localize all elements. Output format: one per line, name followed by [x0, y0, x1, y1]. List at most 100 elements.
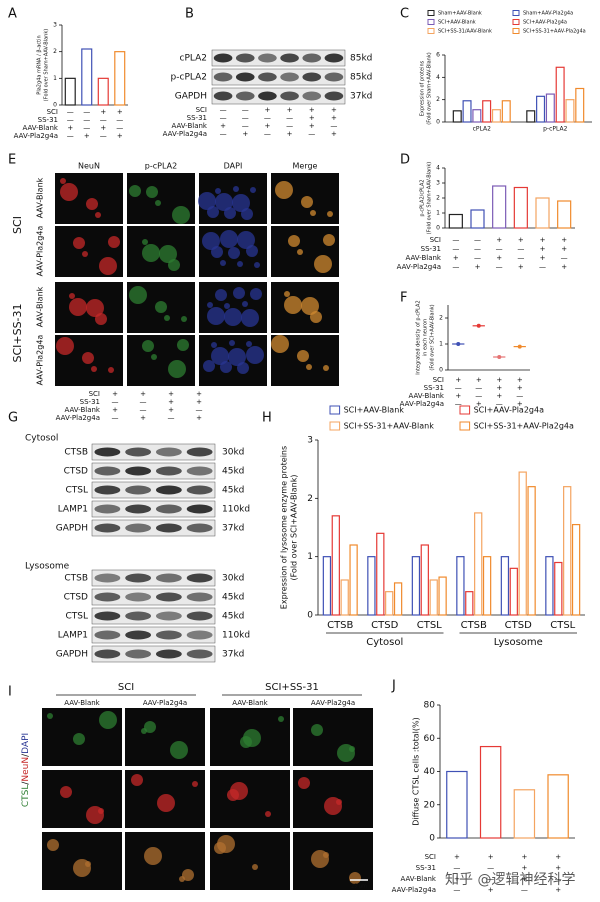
cell [99, 257, 117, 275]
condition-label: AAV-Pla2g4a [163, 130, 207, 138]
blot-lane [155, 504, 182, 514]
cell [131, 774, 143, 786]
cell [252, 864, 258, 870]
condition-sign: — [516, 392, 523, 400]
y-tick-label: 2 [439, 315, 443, 322]
cell [86, 198, 98, 210]
cell [95, 212, 101, 218]
cell [246, 245, 258, 257]
condition-label: AAV-Pla2g4a [14, 132, 58, 140]
cell [284, 296, 302, 314]
bar [500, 556, 510, 616]
y-axis-label: (Fold over Sham+AAV-Blank) [44, 29, 50, 101]
cell [254, 262, 260, 268]
blot-label: GAPDH [56, 650, 88, 660]
bar [527, 486, 536, 616]
blot-lane [324, 72, 344, 82]
legend-label: Sham+AAV-Pla2g4a [523, 11, 573, 17]
condition-sign: — [100, 132, 107, 140]
y-tick-label: 3 [436, 180, 440, 187]
cell [86, 806, 104, 824]
blot-lane [125, 466, 152, 476]
cell [246, 341, 252, 347]
bar [554, 561, 563, 616]
micrograph [125, 708, 205, 766]
cell [324, 797, 342, 815]
cell [142, 244, 160, 262]
cell [144, 847, 162, 865]
blot-lane [94, 630, 121, 640]
bar [571, 523, 581, 616]
cell [250, 288, 262, 300]
cell [215, 289, 227, 301]
condition-sign: + [196, 390, 202, 398]
y-tick-label: 4 [436, 74, 440, 81]
blot-band [91, 645, 216, 663]
cell [310, 210, 316, 216]
cell [229, 340, 235, 346]
watermark: 知乎 @逻辑神经科学 [445, 871, 575, 888]
bar [376, 532, 385, 616]
condition-sign: + [488, 886, 494, 894]
bar [470, 209, 485, 229]
y-tick-label: 20 [424, 800, 436, 810]
bar [557, 200, 572, 229]
condition-sign: + [476, 376, 482, 384]
cell [73, 733, 85, 745]
condition-sign: — [455, 400, 462, 408]
blot-label: CTSB [64, 574, 88, 584]
legend-swatch [512, 28, 520, 34]
condition-sign: — [487, 875, 494, 883]
condition-sign: + [454, 853, 460, 861]
y-axis-label: Pla2g4a mRNA / β-actin [37, 35, 43, 94]
condition-sign: + [540, 245, 546, 253]
bar [513, 186, 528, 229]
cell [69, 293, 75, 299]
blot-lane [155, 573, 182, 583]
cell [73, 237, 85, 249]
cell [265, 811, 271, 817]
panel-letter: G [8, 411, 18, 426]
blot-lane [155, 485, 182, 495]
group-label: SCI+SS-31 [11, 303, 24, 362]
blot-lane [94, 523, 121, 533]
legend-label: SCI+AAV-Pla2g4a [523, 20, 567, 26]
y-tick-label: 1 [53, 75, 57, 82]
condition-sign: + [555, 886, 561, 894]
cell [151, 354, 157, 360]
condition-sign: + [475, 263, 481, 271]
bar [526, 110, 536, 123]
blot-lane [324, 53, 344, 63]
condition-sign: — [561, 254, 568, 262]
cell [224, 207, 236, 219]
bar [555, 66, 565, 123]
side-label-part: NeuN [21, 757, 31, 782]
condition-sign: — [517, 254, 524, 262]
blot-lane [186, 523, 213, 533]
blot-band [91, 443, 216, 461]
section-label: Cytosol [25, 434, 58, 444]
cell [198, 192, 216, 210]
blot-lane [155, 523, 182, 533]
cell [275, 181, 293, 199]
cell [224, 303, 230, 309]
y-axis-label: p-cPLA2/cPLA2 [420, 179, 426, 216]
blot-lane [125, 611, 152, 621]
y-axis-label: in each neuron [423, 319, 429, 356]
condition-sign: + [168, 406, 174, 414]
condition-sign: + [496, 392, 502, 400]
bar [536, 95, 546, 123]
cell [170, 741, 188, 759]
blot-size: 30kd [222, 448, 244, 458]
condition-sign: + [67, 124, 73, 132]
condition-sign: — [67, 132, 74, 140]
blot-lane [186, 485, 213, 495]
y-tick-label: 0 [436, 225, 440, 232]
y-tick-label: 1 [436, 210, 440, 217]
condition-label: AAV-Blank [22, 124, 58, 132]
legend-label: SCI+AAV-Pla2g4a [474, 406, 544, 415]
condition-sign: + [196, 414, 202, 422]
condition-sign: — [308, 130, 315, 138]
cell [311, 724, 323, 736]
legend-swatch [512, 19, 520, 25]
